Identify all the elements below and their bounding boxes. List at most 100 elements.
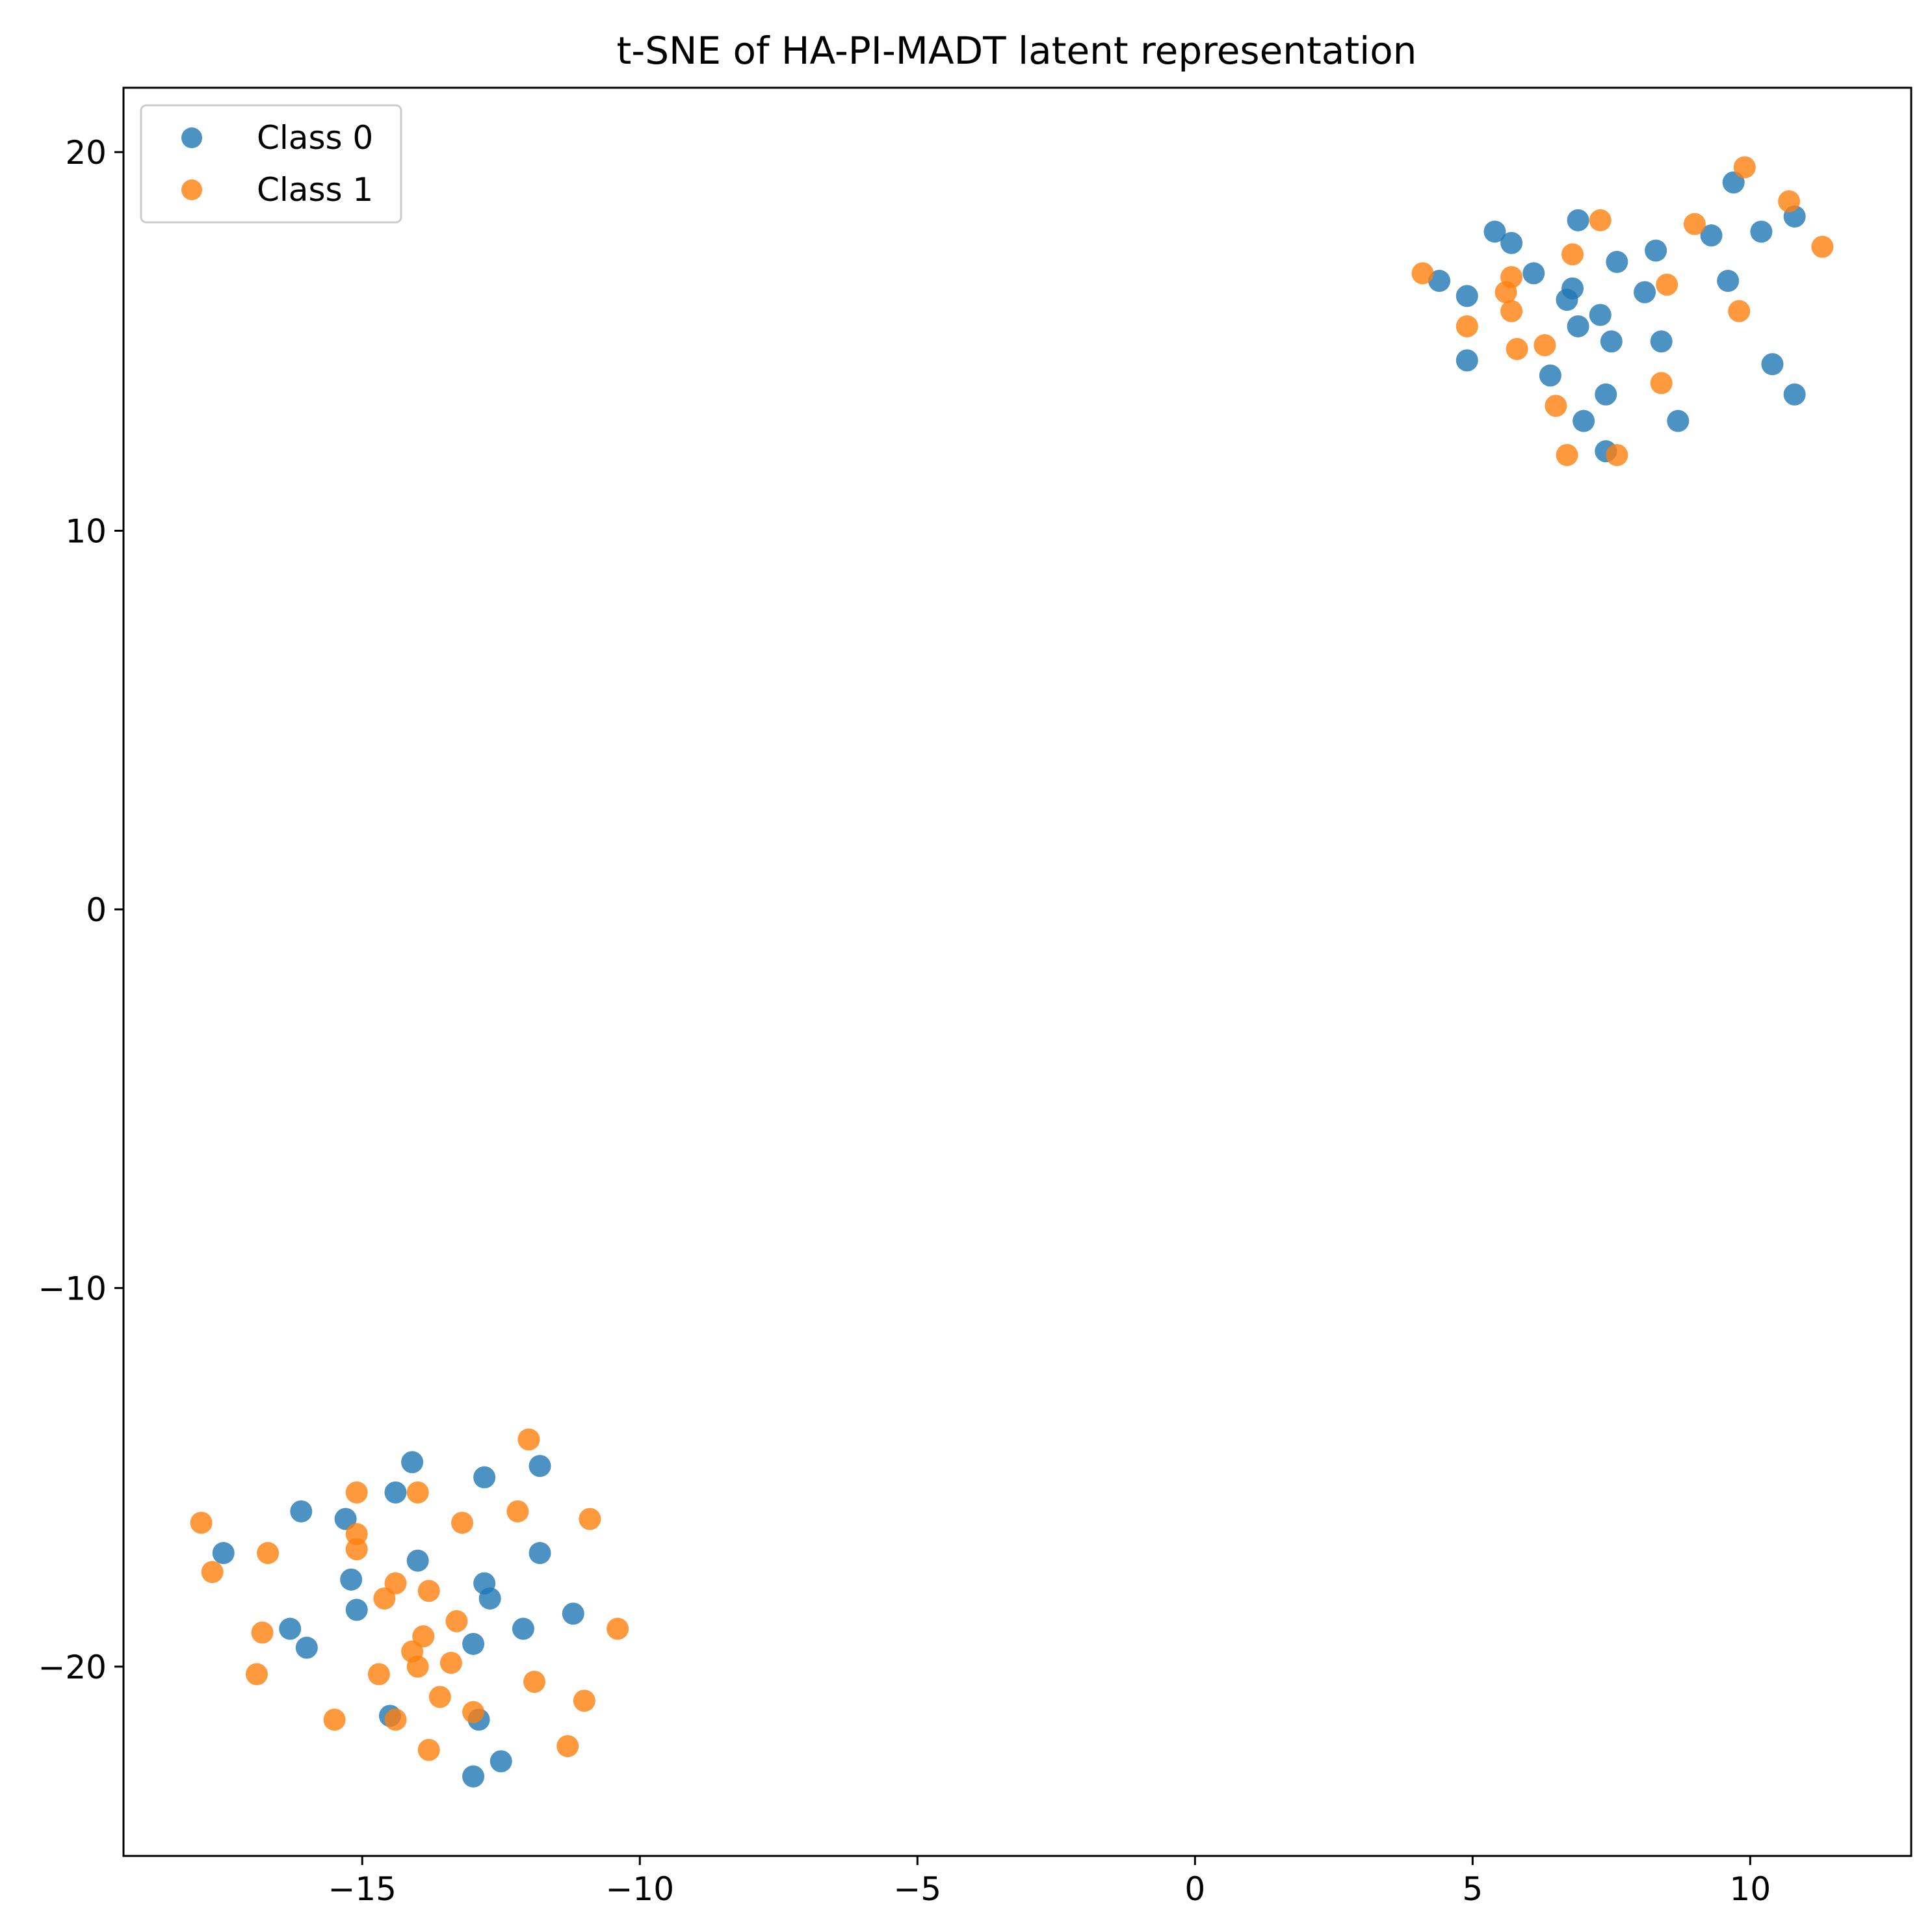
data-point bbox=[573, 1690, 595, 1712]
data-point bbox=[1567, 315, 1589, 337]
data-point bbox=[417, 1738, 440, 1761]
data-point bbox=[1600, 330, 1623, 353]
data-point bbox=[1506, 337, 1528, 360]
axis-ticks: −15 −10 −5 0 5 10 −20 −10 0 10 20 bbox=[38, 134, 1771, 1908]
series-class-0 bbox=[212, 171, 1806, 1788]
x-tick-label: −15 bbox=[328, 1870, 397, 1908]
data-point bbox=[1556, 443, 1578, 466]
data-point bbox=[1683, 213, 1706, 235]
x-tick-label: 5 bbox=[1462, 1870, 1483, 1908]
data-point bbox=[1456, 349, 1478, 372]
data-point bbox=[523, 1671, 545, 1693]
legend-label-class-0: Class 0 bbox=[257, 119, 373, 157]
y-tick-label: 20 bbox=[65, 134, 107, 172]
data-point bbox=[1650, 372, 1673, 395]
data-point bbox=[1645, 239, 1667, 262]
data-point bbox=[323, 1708, 346, 1731]
data-point bbox=[345, 1522, 368, 1545]
data-point bbox=[201, 1561, 224, 1584]
data-point bbox=[345, 1538, 368, 1561]
data-point bbox=[1534, 334, 1556, 357]
data-point bbox=[257, 1542, 280, 1565]
data-point bbox=[1411, 262, 1434, 285]
points-layer bbox=[190, 156, 1834, 1788]
data-point bbox=[1656, 273, 1678, 296]
data-point bbox=[1783, 383, 1806, 406]
data-point bbox=[529, 1455, 551, 1478]
data-point bbox=[406, 1549, 429, 1572]
data-point bbox=[1650, 330, 1673, 353]
chart-title: t-SNE of HA-PI-MADT latent representatio… bbox=[617, 29, 1417, 73]
data-point bbox=[384, 1572, 407, 1595]
data-point bbox=[1722, 171, 1745, 194]
data-point bbox=[401, 1451, 424, 1474]
data-point bbox=[1717, 270, 1740, 293]
data-point bbox=[556, 1735, 579, 1758]
data-point bbox=[417, 1580, 440, 1602]
y-tick-label: −20 bbox=[38, 1649, 107, 1686]
data-point bbox=[367, 1663, 390, 1686]
data-point bbox=[406, 1481, 429, 1504]
data-point bbox=[1483, 220, 1506, 243]
data-point bbox=[517, 1428, 540, 1451]
y-tick-label: 0 bbox=[86, 891, 107, 929]
plot-frame bbox=[122, 86, 1912, 1857]
data-point bbox=[1561, 243, 1584, 266]
data-point bbox=[607, 1617, 629, 1640]
data-point bbox=[462, 1632, 485, 1655]
data-point bbox=[529, 1542, 551, 1565]
data-point bbox=[1667, 410, 1690, 432]
legend-marker-class-1 bbox=[181, 179, 202, 200]
y-tick-label: 10 bbox=[65, 512, 107, 550]
data-point bbox=[295, 1636, 318, 1659]
data-point bbox=[1428, 270, 1451, 293]
data-point bbox=[1589, 209, 1612, 231]
data-point bbox=[1545, 395, 1567, 417]
data-point bbox=[1700, 224, 1723, 247]
data-point bbox=[345, 1481, 368, 1504]
data-point bbox=[473, 1466, 496, 1489]
data-point bbox=[1606, 250, 1628, 273]
data-point bbox=[506, 1500, 529, 1522]
data-point bbox=[1750, 220, 1773, 243]
data-point bbox=[445, 1610, 468, 1632]
data-point bbox=[462, 1765, 485, 1788]
x-tick-label: −5 bbox=[893, 1870, 941, 1908]
data-point bbox=[373, 1587, 396, 1610]
data-point bbox=[1728, 300, 1751, 322]
data-point bbox=[190, 1511, 213, 1534]
y-tick-label: −10 bbox=[38, 1270, 107, 1307]
legend: Class 0 Class 1 bbox=[140, 104, 402, 224]
data-point bbox=[1522, 262, 1545, 285]
data-point bbox=[490, 1750, 512, 1773]
data-point bbox=[384, 1481, 407, 1504]
data-point bbox=[1733, 156, 1756, 179]
data-point bbox=[1761, 353, 1784, 376]
data-point bbox=[1606, 443, 1628, 466]
data-point bbox=[1573, 410, 1595, 432]
x-tick-label: 10 bbox=[1730, 1870, 1771, 1908]
data-point bbox=[1556, 289, 1578, 311]
data-point bbox=[1495, 281, 1517, 304]
data-point bbox=[340, 1568, 363, 1591]
data-point bbox=[412, 1625, 435, 1648]
data-point bbox=[279, 1617, 302, 1640]
legend-label-class-1: Class 1 bbox=[257, 171, 373, 209]
x-tick-label: −10 bbox=[605, 1870, 674, 1908]
data-point bbox=[1456, 315, 1478, 337]
data-point bbox=[1500, 231, 1523, 254]
data-point bbox=[579, 1508, 601, 1530]
x-tick-label: 0 bbox=[1184, 1870, 1205, 1908]
data-point bbox=[1589, 304, 1612, 326]
data-point bbox=[1634, 281, 1656, 304]
data-point bbox=[345, 1599, 368, 1621]
data-point bbox=[1456, 285, 1478, 307]
data-point bbox=[212, 1542, 235, 1565]
data-point bbox=[562, 1602, 584, 1625]
data-point bbox=[1539, 364, 1561, 387]
legend-marker-class-0 bbox=[181, 127, 202, 148]
series-class-1 bbox=[190, 156, 1834, 1761]
data-point bbox=[290, 1500, 313, 1522]
data-point bbox=[439, 1651, 462, 1674]
data-point bbox=[251, 1621, 274, 1644]
